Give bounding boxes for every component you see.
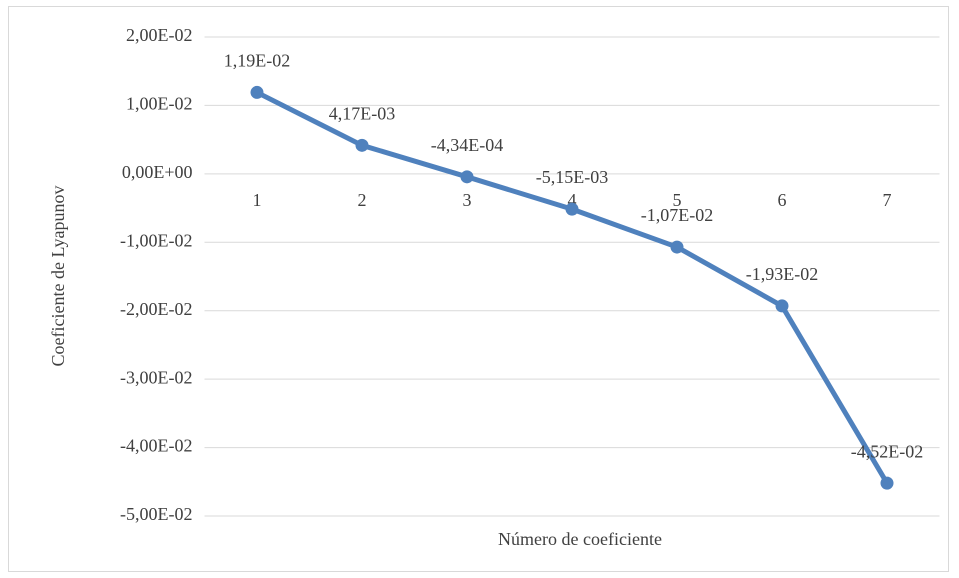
y-tick-label: -5,00E-02 xyxy=(120,504,192,524)
marker xyxy=(670,240,684,254)
x-tick-label: 1 xyxy=(253,190,262,210)
y-axis-title: Coeficiente de Lyapunov xyxy=(48,186,68,367)
y-tick-label: -4,00E-02 xyxy=(120,436,192,456)
data-label: -4,52E-02 xyxy=(851,441,923,461)
data-label: 1,19E-02 xyxy=(224,51,291,71)
x-tick-label: 3 xyxy=(463,190,472,210)
marker xyxy=(880,476,894,490)
y-tick-label: -1,00E-02 xyxy=(120,230,192,250)
x-axis-title: Número de coeficiente xyxy=(498,529,662,549)
x-tick-label: 2 xyxy=(358,190,367,210)
marker xyxy=(355,138,369,152)
data-label: -1,93E-02 xyxy=(746,264,818,284)
data-label: -5,15E-03 xyxy=(536,167,608,187)
chart-border xyxy=(8,6,949,572)
y-tick-label: 0,00E+00 xyxy=(122,162,193,182)
y-tick-label: 1,00E-02 xyxy=(126,94,193,114)
x-tick-label: 6 xyxy=(778,190,787,210)
marker xyxy=(460,170,474,184)
y-tick-label: -3,00E-02 xyxy=(120,367,192,387)
data-label: -1,07E-02 xyxy=(641,205,713,225)
x-tick-label: 5 xyxy=(673,190,682,210)
x-tick-label: 7 xyxy=(883,190,892,210)
data-label: 4,17E-03 xyxy=(329,103,396,123)
x-tick-label: 4 xyxy=(568,190,577,210)
marker xyxy=(250,85,264,99)
data-label: -4,34E-04 xyxy=(431,135,503,155)
marker xyxy=(565,202,579,216)
y-tick-label: -2,00E-02 xyxy=(120,299,192,319)
marker xyxy=(775,299,789,313)
y-tick-label: 2,00E-02 xyxy=(126,25,193,45)
